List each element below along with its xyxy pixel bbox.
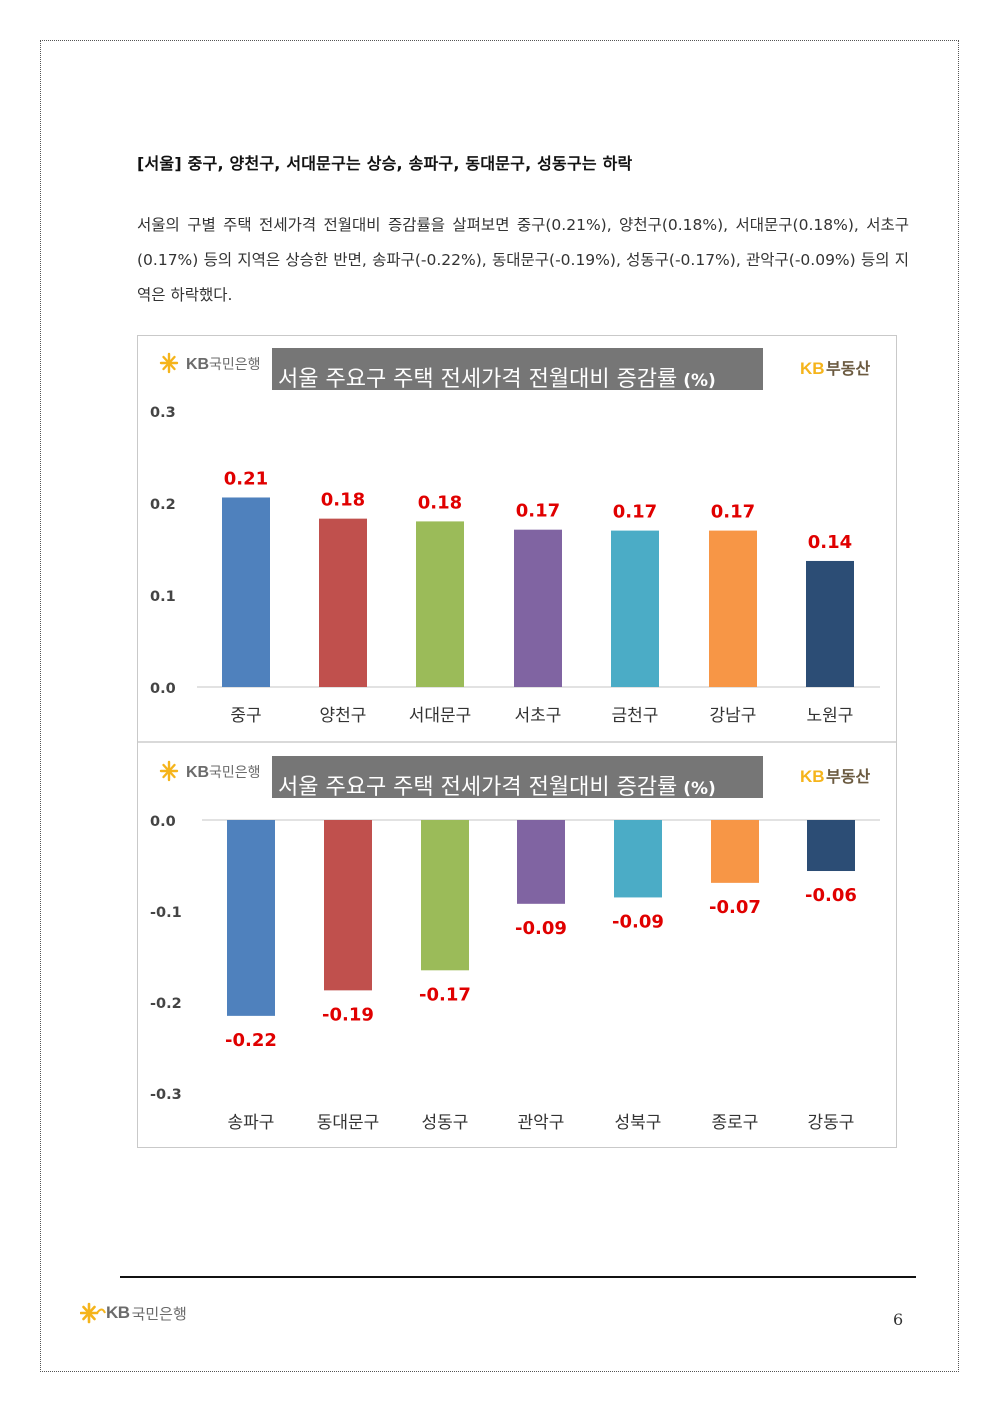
chart2-bar: [517, 820, 565, 904]
footer-logo-kb: KB: [106, 1303, 130, 1322]
chart1-data-label: 0.14: [808, 532, 852, 553]
chart2-ytick: -0.1: [150, 905, 182, 921]
chart2-bar: [324, 820, 372, 991]
chart2-ytick: 0.0: [150, 814, 176, 830]
chart2-bar: [227, 820, 275, 1016]
chart2-category-label: 관악구: [518, 1113, 565, 1133]
chart1-ytick: 0.1: [150, 589, 176, 605]
chart2-realestate-kb: KB: [800, 767, 825, 786]
chart1-bar: [611, 530, 659, 687]
chart2-category-label: 강동구: [808, 1113, 855, 1133]
chart1-data-label: 0.21: [224, 468, 268, 489]
chart2-data-label: -0.17: [419, 984, 471, 1005]
chart1-kb-logo: [159, 352, 179, 374]
footer-divider: [120, 1276, 916, 1278]
chart1-bar: [416, 521, 464, 687]
chart1-category-label: 서초구: [515, 706, 562, 726]
footer-logo-bank: 국민은행: [131, 1304, 187, 1323]
chart1-bar: [222, 497, 270, 687]
chart2-bar: [614, 820, 662, 898]
chart2-ytick: -0.3: [150, 1087, 182, 1103]
chart2-category-label: 성북구: [615, 1113, 662, 1133]
chart2-data-label: -0.09: [612, 911, 664, 932]
chart2-title-unit: (%): [677, 779, 716, 799]
chart2-title-box: [272, 756, 763, 798]
chart2-data-label: -0.09: [515, 918, 567, 939]
chart2-bar: [807, 820, 855, 872]
chart1-bar: [514, 529, 562, 687]
chart1-category-label: 중구: [230, 706, 261, 726]
chart1-ytick: 0.3: [150, 405, 176, 421]
chart2-realestate-label: 부동산: [826, 767, 870, 786]
chart1-logo-kb: KB: [186, 356, 209, 373]
chart1-realestate-kb: KB: [800, 359, 825, 378]
chart1-title-unit: (%): [677, 371, 716, 391]
chart1-category-label: 노원구: [807, 706, 854, 726]
chart1-category-label: 양천구: [320, 706, 367, 726]
chart2-category-label: 송파구: [228, 1113, 275, 1133]
chart2-kb-logo: [159, 760, 179, 782]
chart1-data-label: 0.18: [418, 492, 462, 513]
chart1-realestate-label: 부동산: [826, 359, 870, 378]
chart2-data-label: -0.06: [805, 885, 857, 906]
chart-divider: [138, 741, 896, 743]
chart2-category-label: 성동구: [422, 1113, 469, 1133]
chart1-bar: [806, 560, 854, 687]
chart2-logo-kb: KB: [186, 764, 209, 781]
chart2-ytick: -0.2: [150, 996, 182, 1012]
chart2-title-main: 서울 주요구 주택 전세가격 전월대비 증감률: [278, 775, 677, 800]
page-border: [40, 40, 959, 1372]
chart-frame: [137, 335, 897, 1148]
chart1-bar: [709, 530, 757, 687]
chart1-title: 서울 주요구 주택 전세가격 전월대비 증감률 (%): [278, 367, 716, 392]
chart2-logo-bank: 국민은행: [209, 765, 261, 781]
chart2-category-label: 동대문구: [317, 1113, 380, 1133]
chart1-data-label: 0.17: [711, 502, 755, 523]
chart2-bar: [711, 820, 759, 883]
chart2-title: 서울 주요구 주택 전세가격 전월대비 증감률 (%): [278, 775, 716, 800]
chart1-category-label: 강남구: [710, 706, 757, 726]
section-heading: [서울] 중구, 양천구, 서대문구는 상승, 송파구, 동대문구, 성동구는 …: [137, 154, 633, 173]
chart1-data-label: 0.18: [321, 490, 365, 511]
chart1-data-label: 0.17: [613, 502, 657, 523]
chart2-data-label: -0.07: [709, 897, 761, 918]
chart1-logo-bank: 국민은행: [209, 357, 261, 373]
chart1-category-label: 서대문구: [409, 706, 472, 726]
chart2-data-label: -0.19: [322, 1004, 374, 1025]
footer-logo: KB 국민은행: [80, 1302, 187, 1324]
chart2-data-label: -0.22: [225, 1030, 277, 1051]
chart1-title-box: [272, 348, 763, 390]
chart2-bar: [421, 820, 469, 971]
chart1-ytick: 0.0: [150, 681, 176, 697]
chart1-category-label: 금천구: [612, 706, 659, 726]
chart1-bar: [319, 518, 367, 687]
chart1-ytick: 0.2: [150, 497, 176, 513]
page-number: 6: [893, 1310, 904, 1329]
chart1-data-label: 0.17: [516, 501, 560, 522]
kb-star-icon: [80, 1302, 106, 1324]
chart1-title-main: 서울 주요구 주택 전세가격 전월대비 증감률: [278, 367, 677, 392]
body-paragraph: 서울의 구별 주택 전세가격 전월대비 증감률을 살펴보면 중구(0.21%),…: [137, 216, 909, 304]
chart2-category-label: 종로구: [712, 1113, 759, 1133]
